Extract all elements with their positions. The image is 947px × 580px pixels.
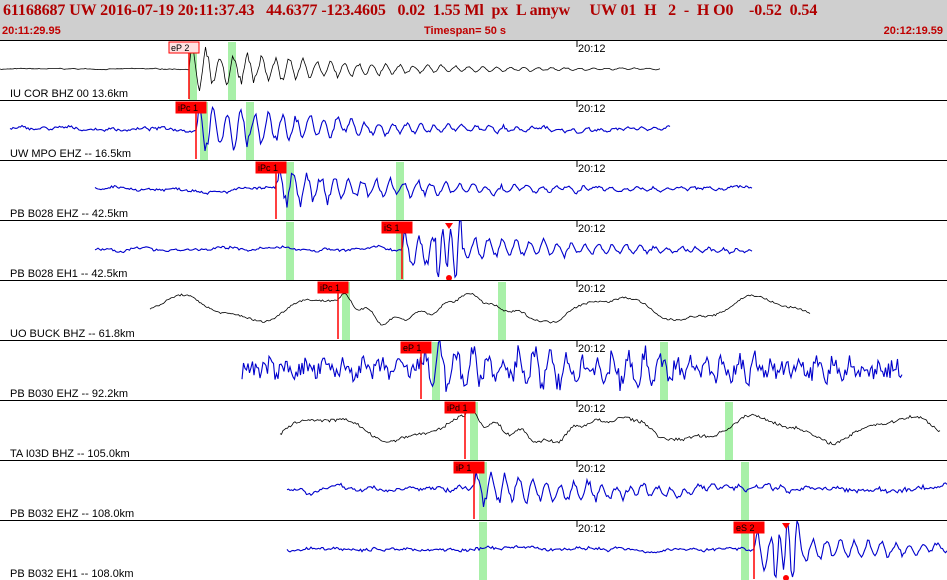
- header-bar: 61168687 UW 2016-07-19 20:11:37.43 44.63…: [0, 0, 947, 41]
- amplitude-marker: [445, 223, 453, 229]
- seismogram-trace: [0, 46, 661, 91]
- trace-row[interactable]: 20:12 iPc 1 UO BUCK BHZ -- 61.8km: [0, 281, 947, 341]
- pick-flag[interactable]: [255, 161, 287, 174]
- pick-label: eP 2: [171, 43, 189, 53]
- pick-label: eS 2: [736, 523, 755, 533]
- timing-marker: [189, 42, 197, 100]
- seismogram-trace: [9, 104, 671, 152]
- timing-marker: [479, 462, 487, 520]
- station-label: PB B028 EHZ -- 42.5km: [10, 208, 128, 220]
- trace-row[interactable]: 20:12 iPd 1 TA I03D BHZ -- 105.0km: [0, 401, 947, 461]
- pick-flag[interactable]: [400, 341, 432, 354]
- time-tick-label: 20:12: [578, 343, 606, 355]
- time-tick-label: 20:12: [578, 43, 606, 55]
- station-label: PB B032 EHZ -- 108.0km: [10, 508, 134, 520]
- station-label: PB B028 EH1 -- 42.5km: [10, 268, 127, 280]
- trace-row[interactable]: 20:12 eS 2 PB B032 EH1 -- 108.0km: [0, 520, 947, 580]
- station-label: IU COR BHZ 00 13.6km: [10, 88, 128, 100]
- pick-label: iPc 1: [178, 103, 198, 113]
- time-tick-label: 20:12: [578, 463, 606, 475]
- pick-flag[interactable]: [175, 101, 207, 114]
- timing-marker: [342, 282, 350, 340]
- timing-marker: [228, 42, 236, 100]
- trace-row[interactable]: 20:12 iP 1 PB B032 EHZ -- 108.0km: [0, 461, 947, 521]
- pick-flag[interactable]: [453, 461, 485, 474]
- station-label: UO BUCK BHZ -- 61.8km: [10, 328, 135, 340]
- timing-marker: [725, 402, 733, 460]
- timing-marker: [498, 282, 506, 340]
- seismogram-trace: [286, 520, 947, 579]
- timing-marker: [396, 162, 404, 220]
- timing-marker: [246, 102, 254, 160]
- event-title: 61168687 UW 2016-07-19 20:11:37.43 44.63…: [3, 2, 818, 19]
- timing-marker: [660, 342, 668, 400]
- timing-marker: [286, 222, 294, 280]
- pick-label: iPc 1: [258, 163, 278, 173]
- trace-row[interactable]: 20:12 iPc 1 PB B028 EHZ -- 42.5km: [0, 161, 947, 221]
- station-label: PB B032 EH1 -- 108.0km: [10, 568, 134, 580]
- seismogram-trace: [94, 220, 753, 279]
- seismogram-trace: [286, 471, 947, 507]
- pick-label: iS 1: [384, 223, 400, 233]
- seismogram-trace: [279, 407, 941, 446]
- time-tick-label: 20:12: [578, 103, 606, 115]
- pick-flag[interactable]: [317, 281, 349, 294]
- trace-row[interactable]: 20:12 eP 1 PB B030 EHZ -- 92.2km: [0, 340, 947, 401]
- pick-flag[interactable]: [444, 401, 476, 414]
- amplitude-marker: [446, 275, 452, 281]
- pick-label: eP 1: [403, 343, 421, 353]
- window-start-time: 20:11:29.95: [2, 25, 61, 37]
- pick-flag[interactable]: [168, 41, 200, 54]
- time-tick-label: 20:12: [578, 223, 606, 235]
- seismogram-trace: [149, 293, 811, 326]
- pick-flag[interactable]: [733, 521, 765, 534]
- time-tick-label: 20:12: [578, 163, 606, 175]
- amplitude-marker: [782, 523, 790, 529]
- time-tick-label: 20:12: [578, 403, 606, 415]
- timing-marker: [470, 402, 478, 460]
- time-tick-label: 20:12: [578, 523, 606, 535]
- timing-marker: [286, 162, 294, 220]
- timespan-label: Timespan= 50 s: [424, 25, 507, 37]
- waveform-panel[interactable]: 20:12 eP 2 IU COR BHZ 00 13.6km 20:12 iPc 1 U…: [0, 41, 947, 580]
- timing-marker: [432, 342, 440, 400]
- station-label: TA I03D BHZ -- 105.0km: [10, 448, 130, 460]
- trace-row[interactable]: 20:12 eP 2 IU COR BHZ 00 13.6km: [0, 41, 947, 101]
- timing-marker: [396, 222, 404, 280]
- timing-marker: [200, 102, 208, 160]
- seismogram-trace: [241, 340, 903, 392]
- window-end-time: 20:12:19.59: [883, 25, 943, 37]
- timing-marker: [479, 522, 487, 580]
- time-tick-label: 20:12: [578, 283, 606, 295]
- pick-label: iPc 1: [320, 283, 340, 293]
- pick-label: iPd 1: [447, 403, 468, 413]
- timing-marker: [741, 522, 749, 580]
- trace-row[interactable]: 20:12 iPc 1 UW MPO EHZ -- 16.5km: [0, 101, 947, 161]
- seismogram-trace: [94, 166, 753, 208]
- station-label: PB B030 EHZ -- 92.2km: [10, 388, 128, 400]
- pick-flag[interactable]: [381, 221, 413, 234]
- trace-row[interactable]: 20:12 iS 1 PB B028 EH1 -- 42.5km: [0, 220, 947, 281]
- pick-label: iP 1: [456, 463, 471, 473]
- amplitude-marker: [783, 575, 789, 580]
- station-label: UW MPO EHZ -- 16.5km: [10, 148, 131, 160]
